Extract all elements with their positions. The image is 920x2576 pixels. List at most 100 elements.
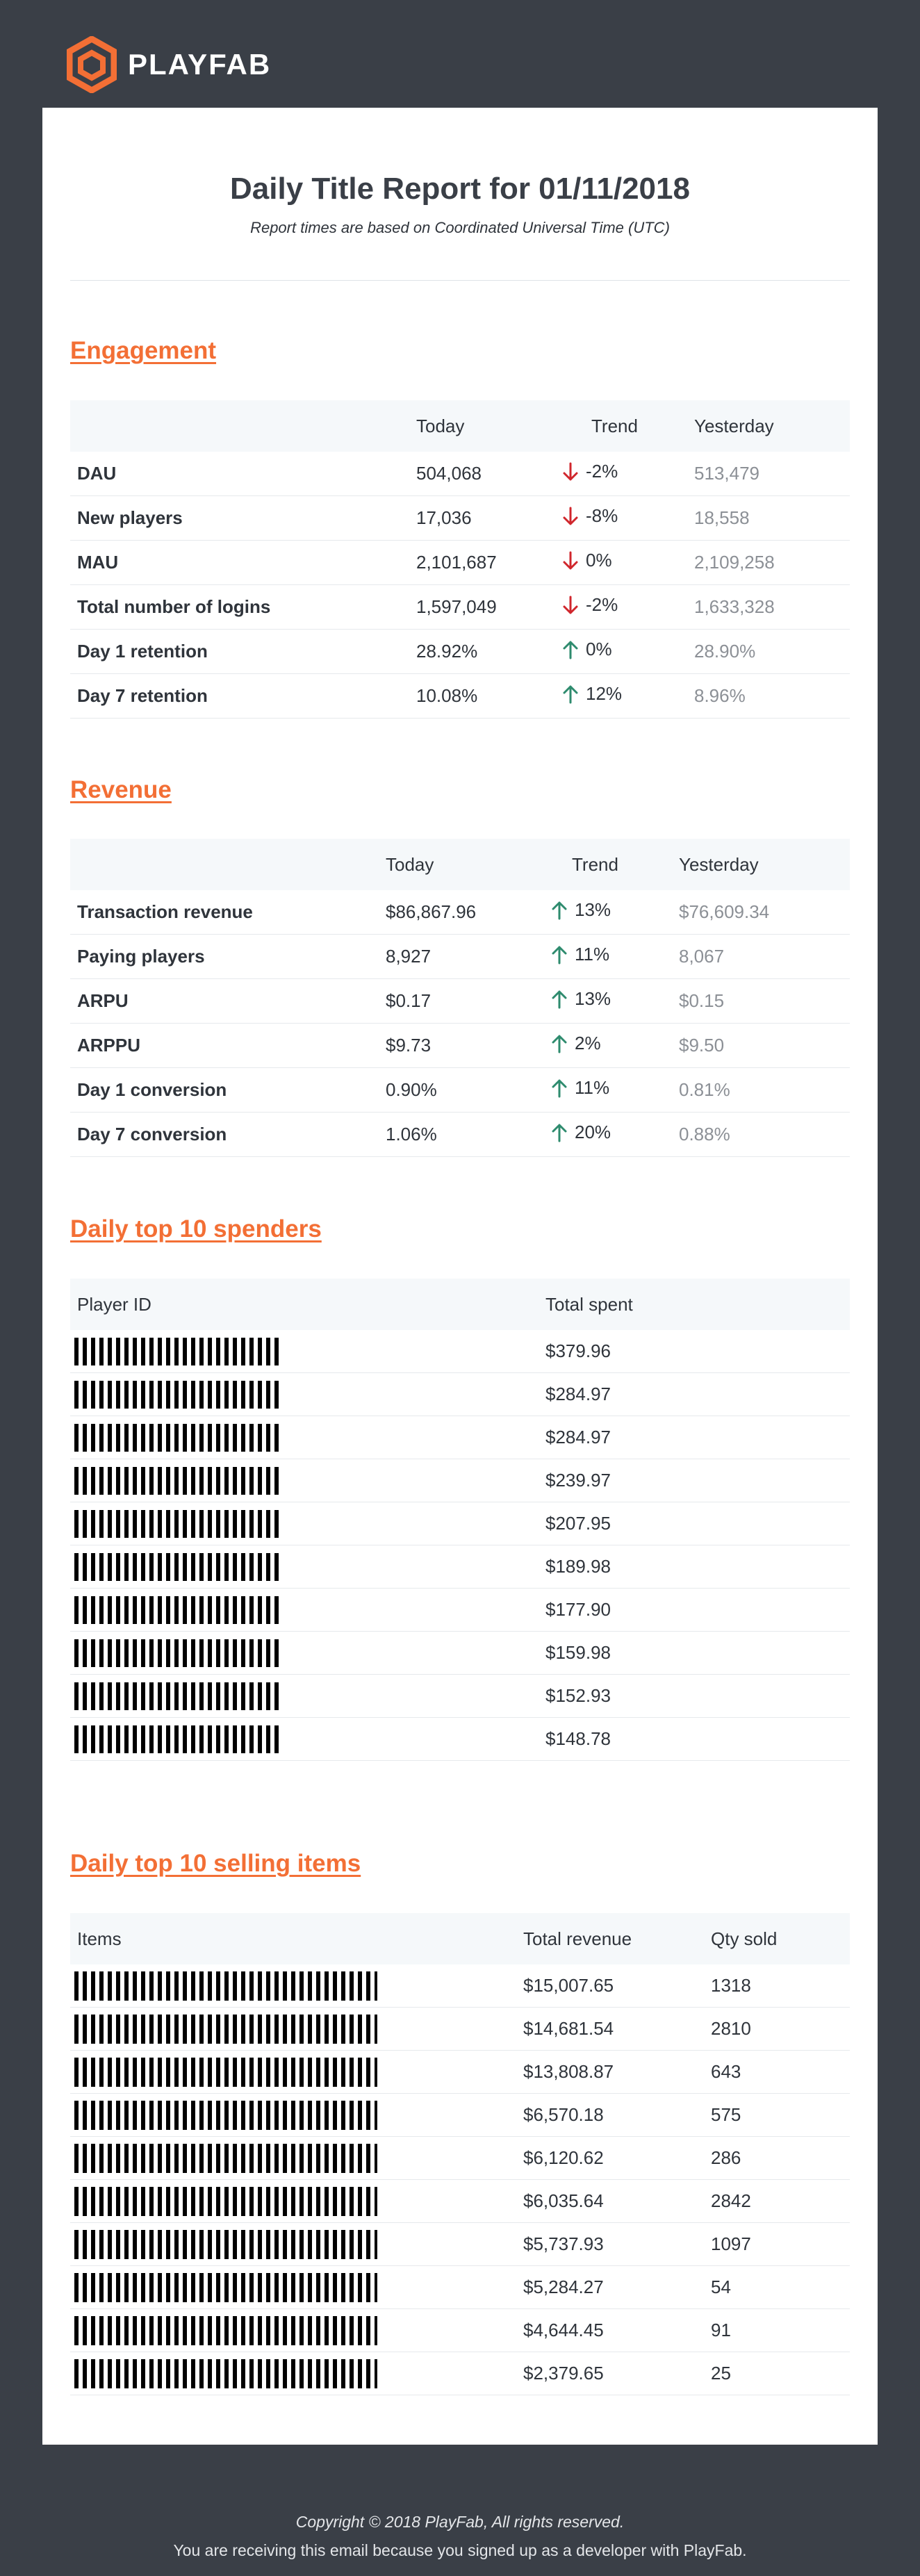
total-spent: $159.98 (539, 1631, 850, 1675)
item-qty: 25 (704, 2352, 850, 2395)
total-spent: $239.97 (539, 1459, 850, 1502)
trend-value: 13% (575, 899, 611, 921)
table-row: Day 1 conversion 0.90% 11% 0.81% (70, 1067, 850, 1113)
col-header-trend: Trend (572, 853, 618, 875)
player-id-cell (70, 1416, 539, 1459)
metric-label: ARPU (70, 978, 379, 1024)
player-id-cell (70, 1502, 539, 1545)
total-spent: $284.97 (539, 1372, 850, 1416)
table-row: ARPU $0.17 13% $0.15 (70, 978, 850, 1024)
redacted-player-id (70, 1682, 280, 1710)
metric-label: Transaction revenue (70, 890, 379, 935)
table-row: $159.98 (70, 1631, 850, 1675)
col-header (70, 839, 379, 890)
item-name-cell (70, 2136, 516, 2180)
table-row: $152.93 (70, 1674, 850, 1718)
trend-up-arrow-icon (563, 641, 578, 659)
item-qty: 1318 (704, 1964, 850, 2008)
metric-yesterday: 0.81% (672, 1067, 850, 1113)
table-row: $5,737.93 1097 (70, 2222, 850, 2266)
item-revenue: $2,379.65 (516, 2352, 704, 2395)
metric-yesterday: $76,609.34 (672, 890, 850, 935)
col-header-total-spent: Total spent (545, 1293, 633, 1315)
total-spent: $379.96 (539, 1330, 850, 1373)
metric-trend: 12% (555, 673, 687, 719)
metric-trend: 13% (544, 890, 672, 935)
item-revenue: $14,681.54 (516, 2007, 704, 2051)
table-row: $148.78 (70, 1717, 850, 1761)
item-revenue: $6,120.62 (516, 2136, 704, 2180)
item-qty: 575 (704, 2093, 850, 2137)
col-header (70, 400, 409, 452)
metric-today: 17,036 (409, 495, 555, 541)
metric-label: New players (70, 495, 409, 541)
trend-down-arrow-icon (563, 507, 578, 525)
col-header-total-revenue: Total revenue (523, 1928, 632, 1949)
table-row: $177.90 (70, 1588, 850, 1632)
table-row: MAU 2,101,687 0% 2,109,258 (70, 540, 850, 585)
revenue-title[interactable]: Revenue (70, 776, 172, 803)
table-row: $284.97 (70, 1416, 850, 1459)
total-spent: $207.95 (539, 1502, 850, 1545)
trend-value: 11% (575, 1077, 610, 1099)
item-qty: 91 (704, 2308, 850, 2352)
redacted-player-id (70, 1639, 280, 1667)
metric-label: DAU (70, 452, 409, 496)
table-row: Paying players 8,927 11% 8,067 (70, 934, 850, 979)
playfab-hexagon-icon (67, 36, 117, 93)
metric-yesterday: 8,067 (672, 934, 850, 979)
metric-today: 8,927 (379, 934, 544, 979)
table-row: Total number of logins 1,597,049 -2% 1,633,… (70, 584, 850, 630)
metric-label: ARPPU (70, 1023, 379, 1068)
redacted-item-name (70, 2186, 377, 2216)
redacted-player-id (70, 1552, 280, 1581)
redacted-player-id (70, 1337, 280, 1365)
table-row: Transaction revenue $86,867.96 13% $76,609.… (70, 890, 850, 935)
report-subtitle: Report times are based on Coordinated Un… (250, 219, 670, 236)
redacted-item-name (70, 2272, 377, 2302)
metric-yesterday: 8.96% (687, 673, 850, 719)
metric-label: Total number of logins (70, 584, 409, 630)
playfab-logo[interactable]: PLAYFAB (67, 36, 271, 93)
item-name-cell (70, 2265, 516, 2309)
engagement-title[interactable]: Engagement (70, 337, 217, 364)
table-header-row: Player ID Total spent (70, 1279, 850, 1330)
table-row: Day 1 retention 28.92% 0% 28.90% (70, 629, 850, 674)
trend-value: 20% (575, 1122, 611, 1143)
trend-up-arrow-icon (563, 685, 578, 704)
table-row: $207.95 (70, 1502, 850, 1545)
total-spent: $189.98 (539, 1545, 850, 1589)
metric-trend: 11% (544, 934, 672, 979)
redacted-player-id (70, 1423, 280, 1452)
total-spent: $177.90 (539, 1588, 850, 1632)
player-id-cell (70, 1631, 539, 1675)
metric-today: 2,101,687 (409, 540, 555, 585)
metric-trend: -2% (555, 452, 687, 496)
player-id-cell (70, 1588, 539, 1632)
metric-yesterday: 28.90% (687, 629, 850, 674)
metric-yesterday: $9.50 (672, 1023, 850, 1068)
engagement-table: Today Trend Yesterday DAU 504,068 -2% 513,4… (70, 400, 850, 719)
player-id-cell (70, 1717, 539, 1761)
metric-trend: 0% (555, 629, 687, 674)
trend-down-arrow-icon (563, 596, 578, 614)
total-spent: $152.93 (539, 1674, 850, 1718)
table-row: Day 7 conversion 1.06% 20% 0.88% (70, 1112, 850, 1157)
metric-today: 0.90% (379, 1067, 544, 1113)
col-header-trend: Trend (591, 415, 638, 436)
table-row: $2,379.65 25 (70, 2352, 850, 2395)
table-row: Day 7 retention 10.08% 12% 8.96% (70, 673, 850, 719)
trend-value: 2% (575, 1033, 601, 1054)
report-title: Daily Title Report for 01/11/2018 (230, 172, 690, 206)
items-title[interactable]: Daily top 10 selling items (70, 1850, 361, 1877)
metric-today: $86,867.96 (379, 890, 544, 935)
col-header-items: Items (77, 1928, 122, 1949)
metric-label: Day 1 conversion (70, 1067, 379, 1113)
trend-value: 12% (586, 683, 623, 705)
redacted-item-name (70, 2143, 377, 2173)
trend-up-arrow-icon (552, 990, 567, 1009)
table-row: DAU 504,068 -2% 513,479 (70, 452, 850, 496)
table-row: $6,120.62 286 (70, 2136, 850, 2180)
spenders-title[interactable]: Daily top 10 spenders (70, 1215, 322, 1242)
item-revenue: $6,035.64 (516, 2179, 704, 2223)
